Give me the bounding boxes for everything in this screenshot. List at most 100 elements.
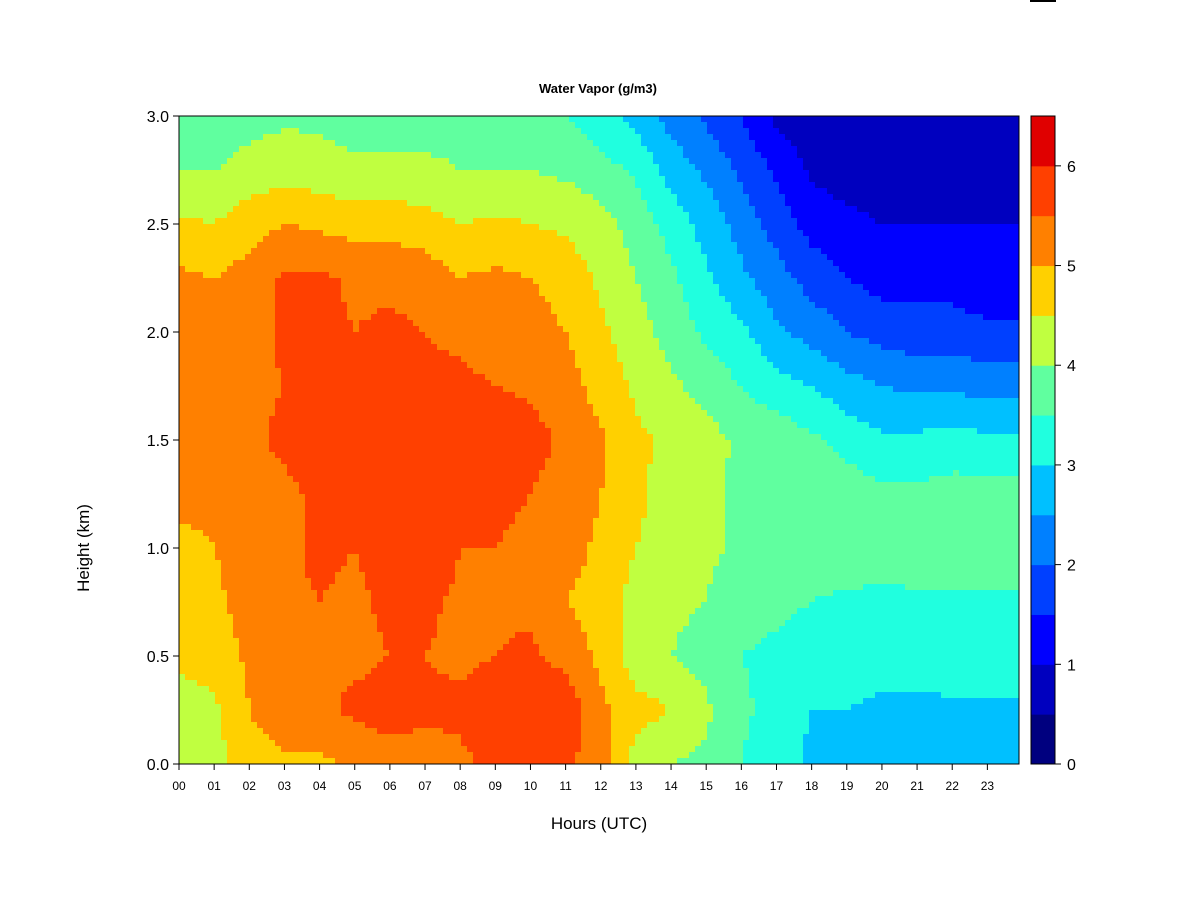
- heatmap-cell: [509, 638, 516, 765]
- heatmap-cell: [743, 740, 750, 765]
- heatmap-cell: [629, 266, 636, 399]
- heatmap-cell: [749, 650, 756, 699]
- heatmap-cell: [1001, 224, 1008, 321]
- heatmap-cell: [893, 116, 900, 225]
- heatmap-cell: [791, 116, 798, 147]
- heatmap-cell: [923, 428, 930, 483]
- heatmap-cell: [347, 320, 354, 555]
- heatmap-cell: [1013, 434, 1020, 477]
- heatmap-cell: [803, 608, 810, 735]
- heatmap-cell: [641, 428, 648, 519]
- heatmap-cell: [557, 116, 564, 183]
- heatmap-cell: [797, 230, 804, 285]
- heatmap-cell: [461, 746, 468, 765]
- heatmap-cell: [299, 272, 306, 495]
- heatmap-cell: [215, 116, 222, 171]
- heatmap-cell: [815, 248, 822, 309]
- heatmap-cell: [683, 668, 690, 759]
- heatmap-cell: [749, 206, 756, 279]
- heatmap-cell: [995, 362, 1002, 399]
- heatmap-cell: [713, 200, 720, 285]
- heatmap-cell: [449, 218, 456, 273]
- heatmap-cell: [635, 416, 642, 543]
- heatmap-cell: [491, 266, 498, 387]
- heatmap-cell: [677, 632, 684, 663]
- heatmap-cell: [293, 128, 300, 189]
- heatmap-cell: [839, 200, 846, 273]
- heatmap-cell: [893, 584, 900, 693]
- heatmap-cell: [857, 284, 864, 339]
- heatmap-cell: [887, 434, 894, 483]
- heatmap-cell: [455, 356, 462, 561]
- heatmap-cell: [665, 188, 672, 255]
- heatmap-cell: [689, 752, 696, 765]
- heatmap-cell: [251, 116, 258, 141]
- heatmap-cell: [575, 116, 582, 129]
- heatmap-cell: [353, 332, 360, 555]
- heatmap-cell: [479, 374, 486, 549]
- heatmap-cell: [995, 590, 1002, 699]
- heatmap-cell: [875, 344, 882, 387]
- heatmap-cell: [809, 710, 816, 765]
- heatmap-cell: [875, 692, 882, 765]
- heatmap-cell: [515, 632, 522, 765]
- heatmap-cell: [983, 362, 990, 399]
- x-tick-label: 05: [348, 779, 362, 793]
- heatmap-cell: [227, 116, 234, 159]
- heatmap-cell: [851, 590, 858, 705]
- y-tick-label: 1.5: [147, 433, 169, 450]
- heatmap-cell: [815, 116, 822, 189]
- heatmap-cell: [647, 464, 654, 699]
- heatmap-cell: [887, 224, 894, 303]
- heatmap-cell: [851, 338, 858, 375]
- heatmap-cell: [941, 224, 948, 303]
- heatmap-cell: [527, 278, 534, 405]
- heatmap-cell: [431, 344, 438, 639]
- heatmap-cell: [185, 170, 192, 219]
- heatmap-cell: [881, 482, 888, 585]
- heatmap-cell: [503, 170, 510, 219]
- heatmap-cell: [881, 350, 888, 387]
- heatmap-cell: [473, 668, 480, 765]
- heatmap-cell: [719, 554, 726, 765]
- y-tick-label: 0.0: [147, 757, 169, 774]
- heatmap-cell: [899, 224, 906, 303]
- colorbar-swatch: [1031, 265, 1055, 316]
- heatmap-cell: [329, 194, 336, 237]
- heatmap-cell: [959, 224, 966, 309]
- heatmap-cell: [437, 158, 444, 213]
- heatmap-field: [179, 116, 1020, 765]
- heatmap-cell: [701, 344, 708, 411]
- heatmap-cell: [335, 116, 342, 147]
- heatmap-cell: [377, 308, 384, 633]
- heatmap-cell: [443, 116, 450, 159]
- heatmap-cell: [257, 728, 264, 765]
- heatmap-cell: [383, 656, 390, 735]
- heatmap-cell: [965, 428, 972, 477]
- heatmap-cell: [869, 116, 876, 219]
- heatmap-cell: [215, 278, 222, 561]
- heatmap-cell: [779, 326, 786, 375]
- heatmap-cell: [689, 614, 696, 675]
- heatmap-cell: [647, 212, 654, 321]
- heatmap-cell: [515, 218, 522, 273]
- heatmap-cell: [857, 212, 864, 285]
- heatmap-cell: [953, 428, 960, 471]
- heatmap-cell: [899, 392, 906, 435]
- heatmap-cell: [761, 638, 768, 765]
- heatmap-cell: [929, 392, 936, 429]
- heatmap-cell: [281, 116, 288, 129]
- heatmap-cell: [527, 170, 534, 225]
- heatmap-cell: [623, 170, 630, 249]
- heatmap-cell: [815, 596, 822, 711]
- heatmap-cell: [521, 278, 528, 399]
- heatmap-cell: [677, 662, 684, 759]
- heatmap-cell: [419, 248, 426, 333]
- heatmap-cell: [377, 116, 384, 153]
- heatmap-cell: [491, 116, 498, 171]
- heatmap-cell: [239, 662, 246, 765]
- heatmap-cell: [257, 194, 264, 243]
- heatmap-cell: [437, 728, 444, 765]
- heatmap-cell: [671, 140, 678, 195]
- heatmap-cell: [401, 734, 408, 765]
